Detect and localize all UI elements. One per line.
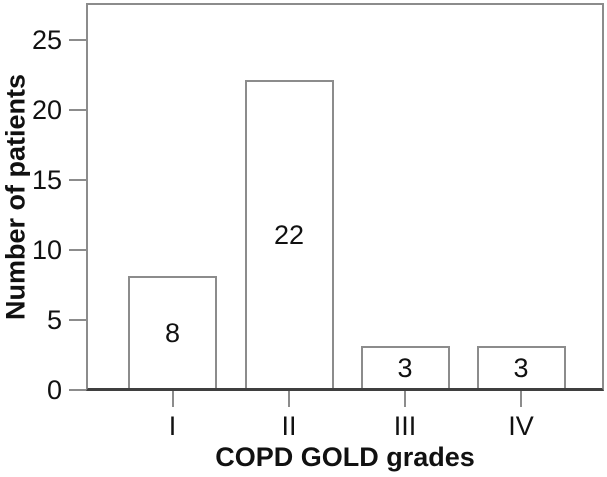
x-tick-label-II: II	[281, 411, 297, 441]
y-tick-label: 15	[31, 165, 62, 195]
bar-value-label: 8	[164, 317, 181, 348]
x-tick	[171, 391, 174, 407]
plot-area: 0 5 10 15 20 25 8 I 22 II 3 III 3 IV	[32, 3, 604, 440]
y-tick	[69, 389, 86, 391]
bar-value-label: 3	[513, 352, 529, 383]
bar-grade-III: 3	[360, 346, 450, 388]
bar-grade-IV: 3	[476, 346, 566, 388]
x-tick-label-I: I	[168, 411, 177, 441]
y-tick	[69, 249, 86, 251]
bar-grade-II: 22	[244, 80, 334, 388]
bar-value-label: 22	[273, 219, 305, 250]
y-tick-label: 5	[46, 305, 62, 335]
bar-value-label: 3	[397, 352, 413, 383]
y-tick-label: 0	[46, 375, 62, 405]
x-tick-label-III: III	[393, 411, 417, 441]
y-tick-label: 25	[31, 25, 62, 55]
y-tick	[69, 179, 86, 181]
y-tick	[69, 109, 86, 111]
y-tick-label: 10	[31, 235, 62, 265]
y-tick-label: 20	[31, 95, 62, 125]
x-axis-title: COPD GOLD grades	[215, 442, 475, 472]
x-tick	[520, 391, 522, 407]
x-tick	[288, 391, 290, 407]
y-tick	[69, 39, 86, 41]
x-tick	[404, 391, 406, 407]
y-tick	[69, 319, 86, 321]
x-tick-label-IV: IV	[508, 411, 534, 441]
bar-grade-I: 8	[128, 276, 217, 388]
